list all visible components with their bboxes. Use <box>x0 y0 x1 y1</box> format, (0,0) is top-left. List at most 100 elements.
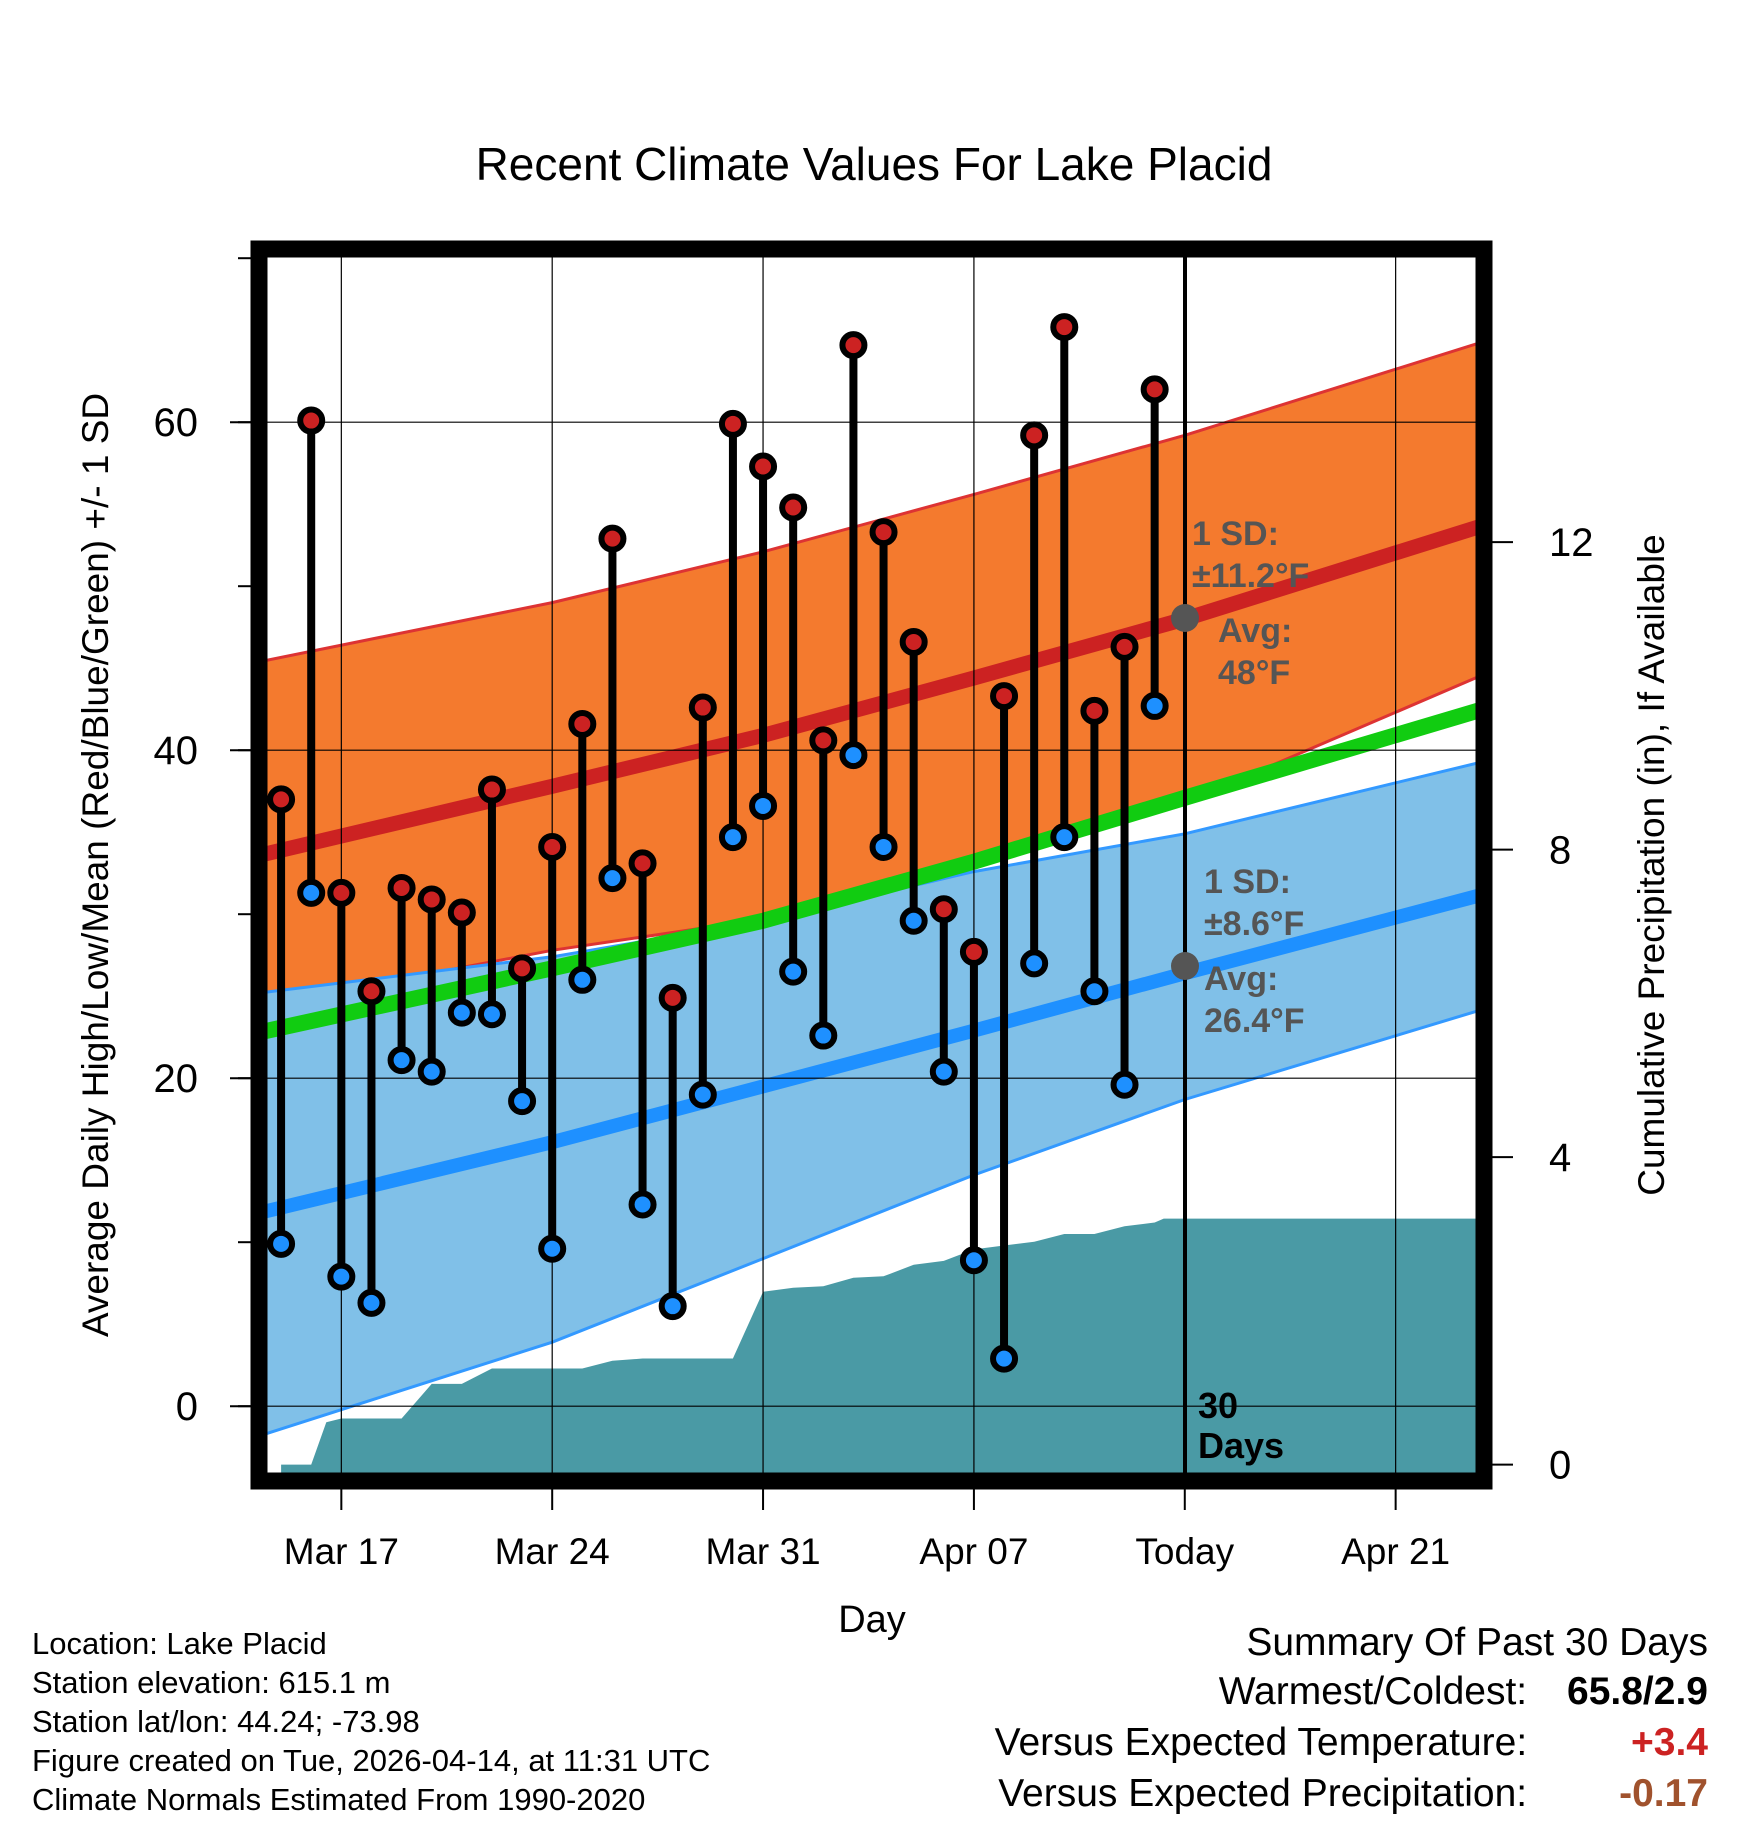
obs-high-dot <box>779 493 808 522</box>
x-axis-label: Day <box>838 1599 906 1641</box>
obs-high-dot <box>417 885 446 914</box>
obs-high-dot <box>1050 313 1079 342</box>
obs-low-dot <box>447 998 476 1027</box>
obs-high-dot <box>267 785 296 814</box>
obs-low-dot <box>779 957 808 986</box>
today-days-label-2: Days <box>1198 1425 1284 1466</box>
y-tick-label: 40 <box>154 729 199 773</box>
y2-tick-label: 0 <box>1549 1444 1571 1488</box>
y-tick-label: 0 <box>176 1385 198 1429</box>
normal-high-line <box>260 518 1483 863</box>
obs-low-dot <box>297 878 326 907</box>
low-avg-label: Avg: <box>1204 960 1278 998</box>
high-avg-marker <box>1171 604 1199 632</box>
x-tick-label: Mar 24 <box>495 1531 610 1572</box>
normal-low-line <box>260 887 1483 1220</box>
obs-low-dot <box>809 1021 838 1050</box>
obs-high-dot <box>357 977 386 1006</box>
obs-high-dot <box>1140 375 1169 404</box>
obs-low-dot <box>417 1057 446 1086</box>
obs-high-dot <box>387 873 416 902</box>
obs-high-dot <box>658 983 687 1012</box>
chart-title: Recent Climate Values For Lake Placid <box>476 138 1273 190</box>
obs-high-dot <box>869 518 898 547</box>
obs-high-dot <box>809 726 838 755</box>
obs-low-dot <box>508 1087 537 1116</box>
obs-high-dot <box>538 832 567 861</box>
y-tick-label: 60 <box>154 401 199 445</box>
obs-low-dot <box>1050 823 1079 852</box>
obs-high-dot <box>327 878 356 907</box>
high-sd-label: 1 SD: <box>1192 515 1279 553</box>
y-tick-label: 20 <box>154 1057 199 1101</box>
low-sd-band <box>260 761 1483 1436</box>
obs-high-dot <box>297 406 326 435</box>
obs-high-dot <box>959 937 988 966</box>
precip-label: Versus Expected Precipitation: <box>998 1772 1528 1815</box>
today-days-label-1: 30 <box>1198 1385 1238 1426</box>
axes: Mar 17 Mar 24 Mar 31 Apr 07 Today Apr 2102040… <box>154 257 1594 1572</box>
obs-high-dot <box>718 409 747 438</box>
y2-axis-label: Cumulative Precipitation (in), If Availa… <box>1631 534 1672 1196</box>
y2-tick-label: 12 <box>1549 521 1594 565</box>
normal-annotations: 1 SD: ±11.2°F Avg: 48°F 1 SD: ±8.6°F Avg… <box>1171 515 1309 1040</box>
obs-low-dot <box>990 1344 1019 1373</box>
temp-label: Versus Expected Temperature: <box>994 1721 1528 1764</box>
obs-low-dot <box>628 1190 657 1219</box>
observations-layer <box>267 313 1169 1373</box>
obs-high-dot <box>508 954 537 983</box>
obs-low-dot <box>267 1229 296 1258</box>
plot-area <box>260 250 1483 1480</box>
summary-panel: Summary Of Past 30 Days Warmest/Coldest:… <box>995 1620 1708 1819</box>
low-sd-value: ±8.6°F <box>1204 905 1304 943</box>
obs-low-dot <box>688 1080 717 1109</box>
x-tick-label: Mar 17 <box>284 1531 399 1572</box>
obs-high-dot <box>990 682 1019 711</box>
normals-text: Climate Normals Estimated From 1990-2020 <box>32 1782 646 1817</box>
low-avg-marker <box>1171 952 1199 980</box>
warm-cold-row: Warmest/Coldest: 65.8/2.9 <box>995 1666 1708 1717</box>
x-tick-label: Mar 31 <box>705 1531 820 1572</box>
y2-tick-label: 4 <box>1549 1136 1571 1180</box>
obs-high-dot <box>477 775 506 804</box>
low-sd-label: 1 SD: <box>1204 863 1291 901</box>
normal-mean-line <box>260 701 1483 1041</box>
obs-high-dot <box>628 849 657 878</box>
x-tick-label: Today <box>1135 1531 1234 1572</box>
obs-low-dot <box>869 832 898 861</box>
high-sd-upper-line <box>260 340 1483 664</box>
obs-low-dot <box>327 1262 356 1291</box>
obs-high-dot <box>1080 696 1109 725</box>
obs-low-dot <box>929 1057 958 1086</box>
obs-low-dot <box>477 1000 506 1029</box>
precip-area <box>281 1218 1483 1480</box>
obs-low-dot <box>538 1234 567 1263</box>
x-tick-label: Apr 07 <box>919 1531 1028 1572</box>
obs-low-dot <box>1020 949 1049 978</box>
obs-high-dot <box>688 693 717 722</box>
created-text: Figure created on Tue, 2026-04-14, at 11… <box>32 1743 711 1778</box>
obs-low-dot <box>899 906 928 935</box>
obs-low-dot <box>568 965 597 994</box>
plot-frame <box>250 240 1493 1490</box>
warm-cold-value: 65.8/2.9 <box>1567 1670 1708 1713</box>
obs-low-dot <box>749 791 778 820</box>
obs-high-dot <box>929 895 958 924</box>
high-sd-value: ±11.2°F <box>1192 557 1309 595</box>
obs-high-dot <box>1020 421 1049 450</box>
elevation-text: Station elevation: 615.1 m <box>32 1665 391 1700</box>
precip-value: -0.17 <box>1619 1772 1708 1815</box>
location-text: Location: Lake Placid <box>32 1626 327 1661</box>
obs-high-dot <box>447 898 476 927</box>
obs-high-dot <box>749 452 778 481</box>
obs-high-dot <box>839 331 868 360</box>
obs-low-dot <box>718 823 747 852</box>
y-axis-label: Average Daily High/Low/Mean (Red/Blue/Gr… <box>75 393 116 1337</box>
temp-row: Versus Expected Temperature: +3.4 <box>995 1717 1708 1768</box>
obs-low-dot <box>357 1288 386 1317</box>
low-avg-value: 26.4°F <box>1204 1002 1305 1040</box>
obs-high-dot <box>1110 632 1139 661</box>
obs-high-dot <box>568 709 597 738</box>
summary-title: Summary Of Past 30 Days <box>1246 1621 1708 1664</box>
